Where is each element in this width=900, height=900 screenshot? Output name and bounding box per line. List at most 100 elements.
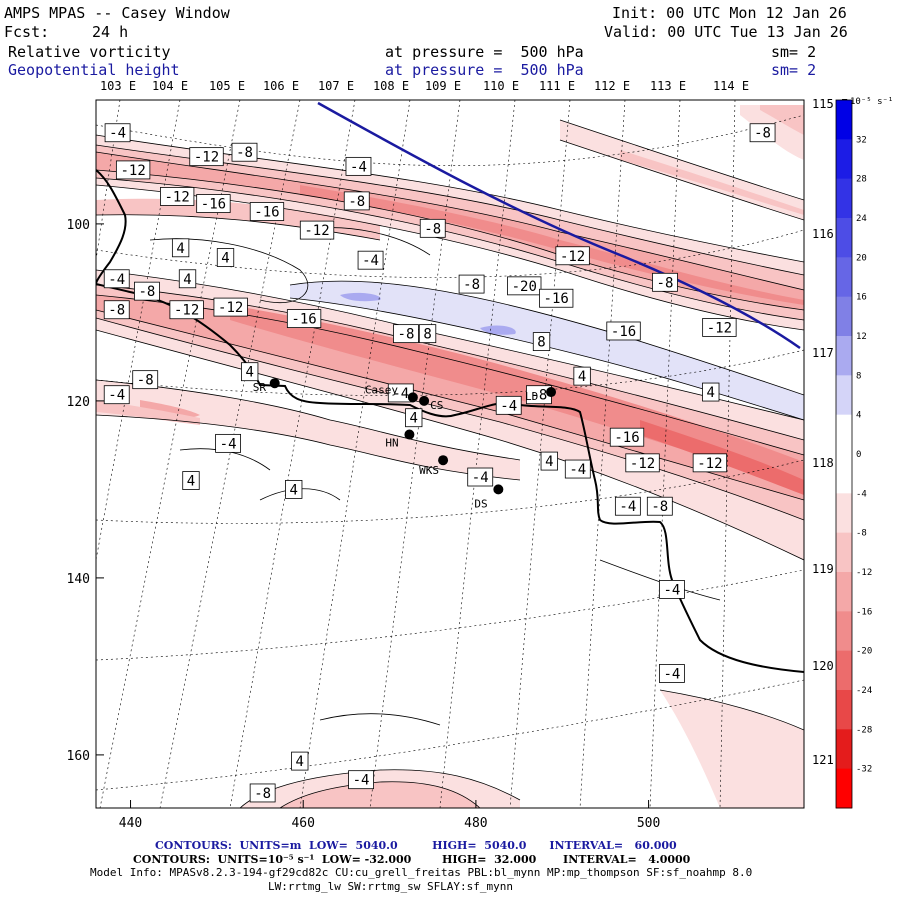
svg-text:-8: -8 [657,275,674,291]
station-casey: Casey [365,383,418,403]
contour-labels: -4 -12 -8 -12 -12 -16 -16 -12 -4 -8 -8 -12 -8 4 4 4 -4 -4… [103,123,776,803]
contour-label: 4 [182,471,200,490]
colorbar-swatch [836,768,852,809]
colorbar-swatch [836,493,852,534]
station-ld: LD [525,387,557,403]
colorbar-swatch [836,296,852,337]
svg-text:WKS: WKS [419,464,439,477]
svg-text:4: 4 [245,365,253,381]
svg-text:-12: -12 [165,189,190,205]
colorbar-swatch [836,336,852,376]
colorbar-tick-label: 16 [856,293,867,303]
init-time: Init: 00 UTC Mon 12 Jan 26 [612,4,847,22]
colorbar-tick-label: -20 [856,647,872,657]
contour-label: 4 [405,408,423,428]
svg-text:-8: -8 [254,786,271,802]
svg-text:-8: -8 [398,327,415,343]
colorbar-swatch [836,532,852,573]
station-ds: DS [474,484,504,510]
colorbar-tick-label: 20 [856,253,867,263]
contour-label: -4 [357,250,384,270]
svg-text:-8: -8 [236,145,253,161]
svg-text:-4: -4 [392,386,409,402]
contour-label: -12 [115,160,151,180]
svg-text:-16: -16 [544,291,569,307]
svg-text:-4: -4 [663,666,680,682]
contour-label: 4 [171,238,190,258]
colorbar-tick-label: 8 [856,371,861,381]
colorbar-tick-label: -8 [856,529,867,539]
contour-label: -4 [215,433,242,453]
svg-text:CS: CS [430,399,443,412]
svg-text:-8: -8 [463,277,480,293]
svg-text:Casey: Casey [365,383,398,396]
colorbar-tick-label: -4 [856,489,867,499]
contour-label: 8 [418,324,437,344]
svg-text:8: 8 [423,327,431,343]
contour-label: -4 [387,383,414,403]
y-tick-label: 140 [67,572,90,587]
contour-label: -12 [702,318,737,337]
colorbar: 32 28 24 20 16 12 8 4 0 -4 -8 -12 -16 -20 -24 -28 -32 [835,99,872,809]
colorbar-tick-label: -12 [856,568,872,578]
svg-text:-16: -16 [201,197,226,213]
contour-label: -4 [658,580,685,599]
y-tick-label: 100 [67,218,90,233]
svg-text:-8: -8 [108,303,125,319]
contour-label: -12 [299,220,335,240]
contour-label: -12 [189,147,224,167]
contour-label: -4 [103,385,130,405]
svg-text:4: 4 [176,241,184,257]
contour-label: -20 [507,276,542,296]
svg-text:LD: LD [525,390,538,403]
contour-label: -4 [467,467,494,487]
coastline [96,169,804,673]
colorbar-swatch [836,690,852,730]
y-tick-label: 120 [67,395,90,410]
top-lon-label: 105 E [209,79,245,93]
top-lon-label: 108 E [373,79,409,93]
x-tick-label: 480 [464,816,487,831]
contour-label: -4 [345,156,372,176]
colorbar-units: 10⁻⁵ s⁻¹ [850,97,894,107]
contour-label: -16 [286,309,322,328]
top-lon-label: 106 E [263,79,299,93]
svg-text:-12: -12 [697,456,722,472]
top-lon-label: 113 E [650,79,686,93]
colorbar-swatch [836,100,852,140]
contour-label: -8 [419,218,446,238]
svg-text:-16: -16 [614,430,639,446]
top-lon-label: 103 E [100,79,136,93]
contour-label: -8 [249,783,276,803]
svg-text:-4: -4 [350,159,367,175]
axes: 440 460 480 500 100 120 140 160 103 E 104 E 105 E 1… [67,79,849,831]
contour-label: -16 [196,194,231,213]
contour-label: 4 [291,751,309,771]
top-lon-label: 104 E [152,79,188,93]
lat-lon-grid [96,100,804,808]
contour-label: -16 [606,321,641,341]
svg-text:-4: -4 [353,773,370,789]
forecast-label: Fcst: [4,23,50,41]
svg-text:-4: -4 [108,388,125,404]
top-lon-label: 114 E [713,79,749,93]
contour-label: -8 [343,191,370,211]
valid-time: Valid: 00 UTC Tue 13 Jan 26 [604,23,848,41]
svg-text:4: 4 [296,754,304,770]
colorbar-tick-label: -16 [856,607,872,617]
svg-text:-8: -8 [348,194,365,210]
svg-text:DS: DS [474,497,487,510]
field2-name: Geopotential height [8,61,180,79]
colorbar-swatch [836,375,852,416]
colorbar-swatch [836,178,852,219]
svg-text:4: 4 [578,369,586,385]
contour-label: -8 [526,385,552,405]
field1-smoothing: sm= 2 [771,43,817,61]
colorbar-swatch [836,611,852,652]
footer-model-info: Model Info: MPASv8.2.3-194-gf29cd82c CU:… [90,866,753,879]
svg-text:-8: -8 [651,499,668,515]
colorbar-tick-label: -24 [856,686,872,696]
contour-label: 4 [285,479,303,499]
contour-label: -8 [393,324,419,344]
contour-label: -4 [348,770,374,790]
